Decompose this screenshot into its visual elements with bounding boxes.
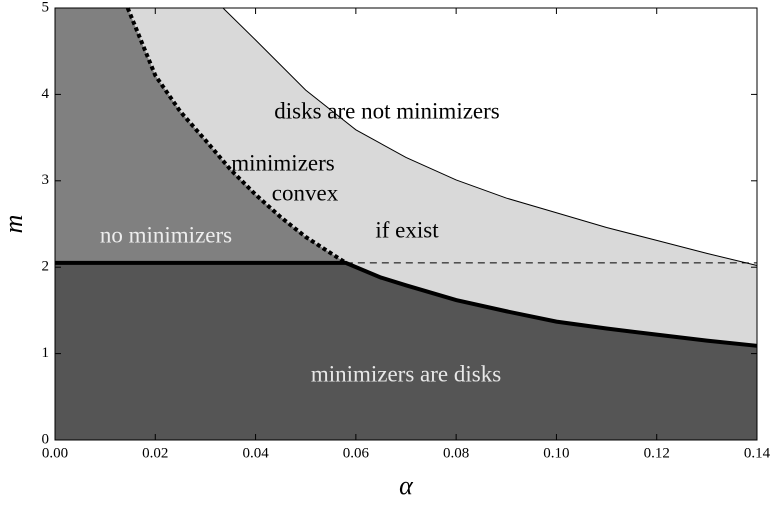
region-dark bbox=[55, 262, 757, 440]
curve bbox=[55, 260, 758, 348]
curve bbox=[222, 7, 758, 266]
x-tick-label: 0.00 bbox=[42, 445, 68, 461]
y-tick-label: 0 bbox=[42, 431, 50, 447]
y-tick-label: 1 bbox=[42, 345, 50, 361]
y-tick-label: 5 bbox=[42, 0, 50, 15]
x-tick-label: 0.04 bbox=[242, 445, 269, 461]
x-tick-label: 0.14 bbox=[744, 445, 771, 461]
y-tick-label: 4 bbox=[42, 86, 50, 102]
annotation: disks are not minimizers bbox=[274, 98, 500, 123]
x-tick-label: 0.10 bbox=[543, 445, 569, 461]
plot-frame bbox=[54, 7, 758, 441]
annotation: minimizers are disks bbox=[311, 361, 501, 386]
x-axis-label: α bbox=[399, 471, 414, 500]
x-tick-label: 0.06 bbox=[343, 445, 370, 461]
y-tick-label: 2 bbox=[42, 259, 50, 275]
annotation: convex bbox=[272, 180, 339, 205]
annotation: if exist bbox=[375, 217, 439, 242]
x-tick-label: 0.12 bbox=[644, 445, 670, 461]
y-tick-label: 3 bbox=[42, 172, 50, 188]
curve bbox=[125, 7, 347, 265]
x-tick-label: 0.08 bbox=[443, 445, 469, 461]
annotation: no minimizers bbox=[100, 222, 232, 247]
y-axis-label: m bbox=[0, 215, 28, 234]
region-light bbox=[127, 8, 757, 346]
annotation: minimizers bbox=[231, 150, 335, 175]
x-tick-label: 0.02 bbox=[142, 445, 168, 461]
